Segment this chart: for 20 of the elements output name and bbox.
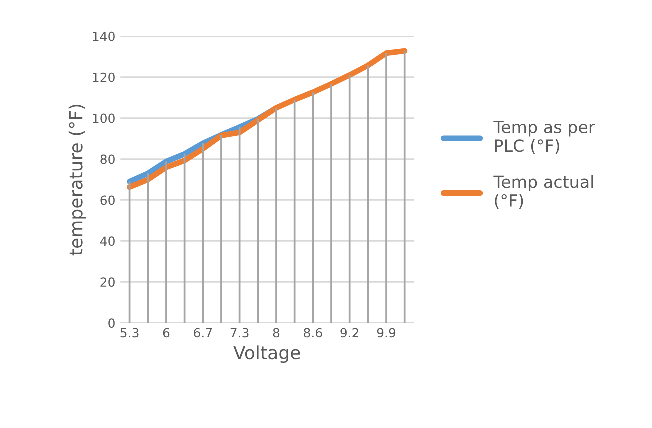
y-tick-label: 120 xyxy=(93,72,115,82)
y-tick-label: 40 xyxy=(100,236,115,246)
y-tick-label: 20 xyxy=(100,278,115,288)
y-tick-label: 140 xyxy=(93,32,115,42)
x-tick-label: 9.9 xyxy=(377,328,396,338)
x-tick-label: 5.3 xyxy=(120,328,139,338)
x-axis-title: Voltage xyxy=(234,346,300,364)
y-tick-label: 0 xyxy=(108,318,115,328)
x-tick-label: 7.3 xyxy=(230,328,249,338)
y-tick-label: 80 xyxy=(100,154,115,164)
x-tick-label: 9.2 xyxy=(340,328,359,338)
y-axis-title: temperature (°F) xyxy=(68,104,86,256)
x-tick-label: 6 xyxy=(163,328,170,338)
x-tick-label: 8.6 xyxy=(304,328,322,338)
legend-label: Temp as per PLC (°F) xyxy=(494,121,596,154)
x-tick-label: 8 xyxy=(273,328,280,338)
x-tick-label: 6.7 xyxy=(194,328,212,338)
legend-label: Temp actual (°F) xyxy=(494,175,594,209)
y-tick-label: 60 xyxy=(100,196,115,206)
y-tick-label: 100 xyxy=(93,114,115,124)
